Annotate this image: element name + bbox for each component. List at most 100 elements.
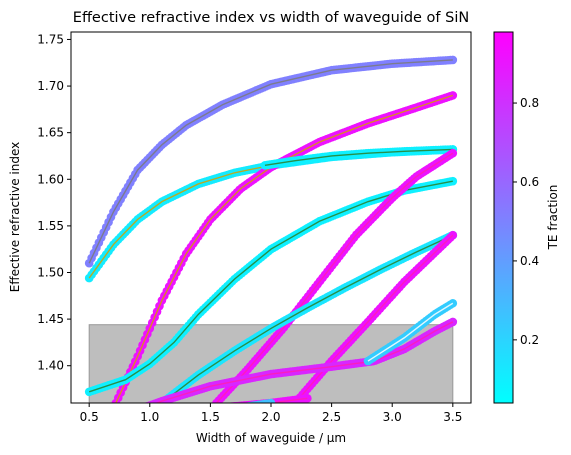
x-tick-label: 2.5 <box>322 410 341 424</box>
data-point <box>187 406 196 415</box>
colorbar-tick-label: 0.4 <box>520 254 539 268</box>
data-point <box>112 413 121 422</box>
data-point <box>131 411 140 420</box>
colorbar-tick-label: 0.8 <box>520 96 539 110</box>
colorbar-tick-label: 0.2 <box>520 333 539 347</box>
data-point <box>162 408 171 417</box>
series-layer <box>84 55 458 426</box>
data-point <box>187 410 196 419</box>
data-point <box>177 407 186 416</box>
data-point <box>160 413 169 422</box>
data-point <box>116 411 125 420</box>
data-point <box>109 413 118 422</box>
data-point <box>172 412 181 421</box>
data-point <box>182 411 191 420</box>
data-point <box>99 413 108 422</box>
data-point <box>184 410 193 419</box>
data-point <box>119 411 128 420</box>
data-point <box>179 407 188 416</box>
mode-line <box>264 148 453 166</box>
y-tick-label: 1.40 <box>37 359 64 373</box>
y-tick-label: 1.65 <box>37 126 64 140</box>
colorbar-ticks: 0.2 0.4 0.6 0.8 <box>513 96 539 347</box>
chart-title: Effective refractive index vs width of w… <box>73 10 469 26</box>
data-point <box>223 405 232 414</box>
y-axis-label: Effective refractive index <box>8 142 22 293</box>
data-point <box>107 413 116 422</box>
data-point <box>104 413 113 422</box>
data-point <box>227 402 232 403</box>
data-point <box>121 410 130 419</box>
data-point <box>189 410 198 419</box>
data-point <box>162 413 171 422</box>
data-point <box>170 412 179 421</box>
mode-4 <box>260 145 458 170</box>
data-point <box>225 405 234 414</box>
data-point <box>160 409 169 418</box>
data-point <box>228 405 237 414</box>
mode-line <box>88 59 453 264</box>
plot-area <box>84 55 458 426</box>
data-point <box>266 398 276 403</box>
data-point <box>179 411 188 420</box>
data-point <box>229 402 235 403</box>
y-tick-label: 1.70 <box>37 79 64 93</box>
mode-8 <box>290 230 458 403</box>
data-point <box>192 406 201 415</box>
data-point <box>170 408 179 417</box>
colorbar: 0.2 0.4 0.6 0.8 TE fraction <box>493 31 560 404</box>
x-tick-label: 0.5 <box>80 410 99 424</box>
data-point <box>119 412 128 421</box>
y-tick-label: 1.55 <box>37 219 64 233</box>
x-tick-label: 3.0 <box>383 410 402 424</box>
data-point <box>107 414 116 423</box>
y-tick-label: 1.75 <box>37 32 64 46</box>
mode-line <box>154 321 454 403</box>
y-tick-label: 1.50 <box>37 265 64 279</box>
x-tick-label: 3.5 <box>443 410 462 424</box>
data-point <box>167 412 176 421</box>
data-point <box>192 410 201 419</box>
data-point <box>124 409 133 418</box>
data-point <box>116 412 125 421</box>
mode-line <box>115 94 454 403</box>
data-point <box>126 408 135 417</box>
data-point <box>102 413 111 422</box>
y-tick-label: 1.45 <box>37 312 64 326</box>
data-point <box>225 402 229 403</box>
data-point <box>224 402 226 403</box>
mode-10 <box>363 298 458 366</box>
data-point <box>221 406 230 415</box>
data-point <box>124 412 133 421</box>
data-point <box>184 406 193 415</box>
data-point <box>121 412 130 421</box>
x-axis: 0.5 1.0 1.5 2.0 2.5 3.0 3.5 <box>80 403 462 424</box>
mode-line <box>88 180 453 393</box>
data-point <box>102 416 111 425</box>
x-tick-label: 2.0 <box>261 410 280 424</box>
mode-line <box>161 234 454 403</box>
colorbar-label: TE fraction <box>546 185 560 251</box>
data-point <box>126 411 135 420</box>
data-point <box>129 407 138 416</box>
data-point <box>230 404 239 413</box>
y-axis: 1.40 1.45 1.50 1.55 1.60 1.65 1.70 1.75 <box>37 32 71 373</box>
mode-5 <box>84 176 458 397</box>
data-point <box>99 417 108 426</box>
data-point <box>172 407 181 416</box>
data-point <box>175 412 184 421</box>
data-point <box>109 414 118 423</box>
data-point <box>175 407 184 416</box>
mode-line <box>367 302 454 362</box>
data-point <box>189 406 198 415</box>
data-point <box>182 407 191 416</box>
colorbar-gradient <box>493 31 514 404</box>
x-axis-label: Width of waveguide / µm <box>196 431 346 445</box>
x-tick-label: 1.0 <box>140 410 159 424</box>
data-point <box>243 402 246 403</box>
data-point <box>129 411 138 420</box>
data-point <box>244 402 249 403</box>
data-point <box>104 415 113 424</box>
data-point <box>177 411 186 420</box>
